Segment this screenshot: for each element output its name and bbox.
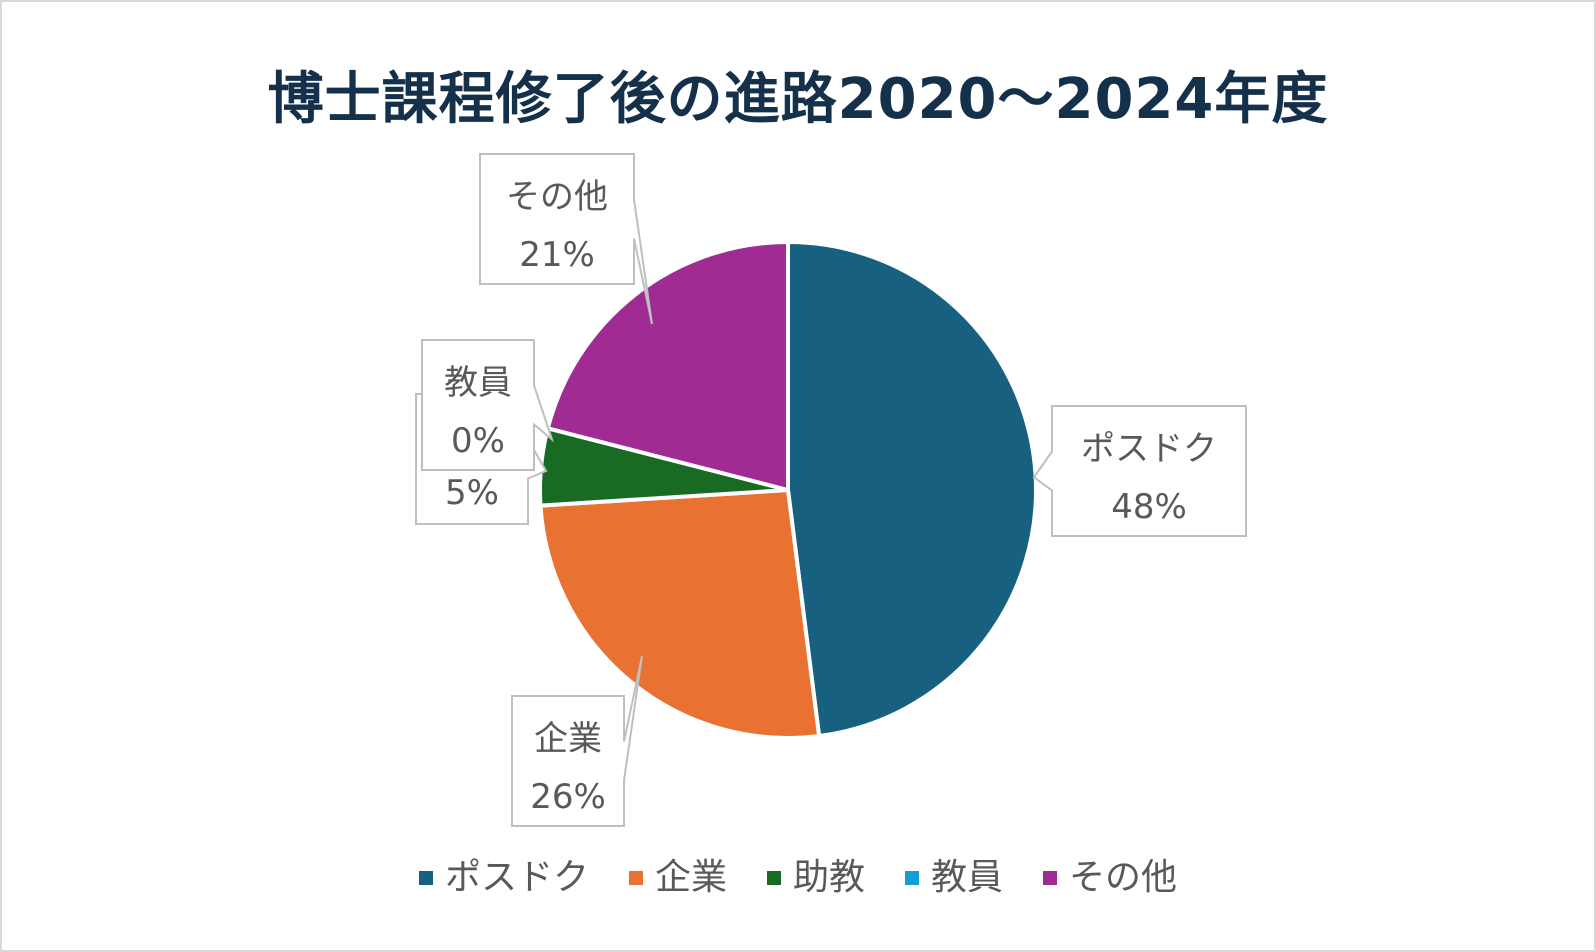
chart-title: 博士課程修了後の進路2020〜2024年度 xyxy=(267,67,1329,132)
legend-item: ポスドク xyxy=(418,857,589,898)
legend-label: ポスドク xyxy=(444,857,589,898)
data-label-category: 企業 xyxy=(534,719,602,759)
data-label-4: 教員 0% xyxy=(421,339,555,471)
data-label-value: 48% xyxy=(1111,487,1187,527)
legend-swatch xyxy=(1043,871,1058,885)
data-label-value: 0% xyxy=(451,421,505,461)
legend-swatch xyxy=(905,871,919,885)
callout-box xyxy=(1032,405,1247,537)
callout-box xyxy=(421,339,555,471)
legend-label: 助教 xyxy=(792,857,865,898)
legend-label: 教員 xyxy=(931,857,1004,898)
legend-label: 企業 xyxy=(654,857,727,898)
data-label-value: 5% xyxy=(445,473,499,513)
legend-item: 教員 xyxy=(905,860,1003,896)
data-label-1: ポスドク 48% xyxy=(1032,405,1247,537)
data-label-2: 企業 26% xyxy=(511,655,643,827)
data-label-5: その他 21% xyxy=(479,153,653,325)
legend-swatch xyxy=(418,871,433,885)
callout-box xyxy=(511,655,643,827)
pie-slice-2 xyxy=(538,488,822,740)
data-label-value: 26% xyxy=(530,777,606,817)
legend-swatch xyxy=(628,871,643,885)
legend-item: 企業 xyxy=(628,857,727,898)
legend-item: その他 xyxy=(1043,860,1177,896)
legend-label: その他 xyxy=(1069,857,1178,898)
data-label-category: ポスドク xyxy=(1081,429,1217,469)
chart-legend: ポスドク 企業 助教 教員 その他 xyxy=(2,860,1594,896)
pie-slice-1 xyxy=(786,240,1038,739)
legend-item: 助教 xyxy=(766,857,865,898)
callout-box xyxy=(479,153,653,325)
pie-slice-5 xyxy=(545,240,790,492)
data-label-category: その他 xyxy=(506,177,608,217)
data-label-value: 21% xyxy=(519,235,595,275)
data-label-category: 教員 xyxy=(444,363,512,403)
legend-swatch xyxy=(766,871,781,885)
